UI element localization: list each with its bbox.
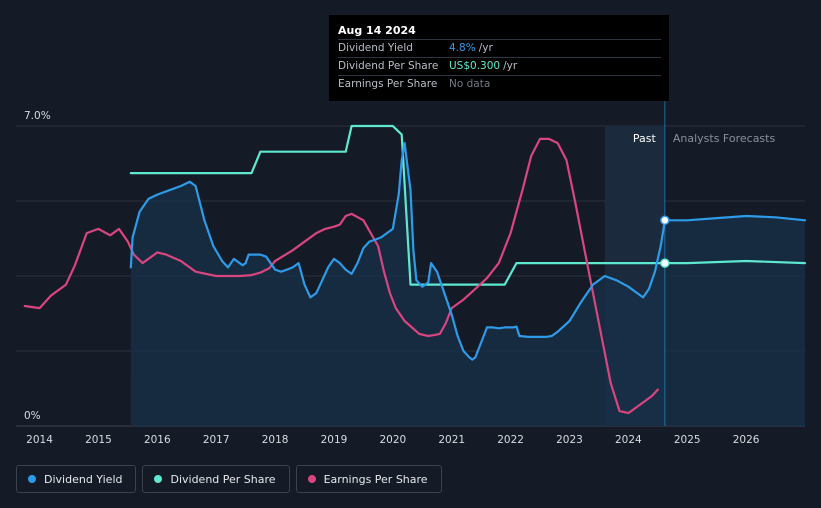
tooltip-value: US$0.300	[449, 60, 501, 72]
y-tick-label: 7.0%	[24, 110, 51, 122]
x-tick-label: 2021	[438, 434, 465, 446]
dividend-per-share-marker	[660, 258, 670, 268]
x-tick-label: 2023	[556, 434, 583, 446]
legend-item-dividend-per-share[interactable]: Dividend Per Share	[142, 465, 290, 493]
tooltip-row-dividend-yield: Dividend Yield 4.8% /yr	[338, 39, 661, 57]
tooltip-row-dividend-per-share: Dividend Per Share US$0.300 /yr	[338, 57, 661, 75]
dividend-yield-area	[130, 143, 806, 426]
legend-item-earnings-per-share[interactable]: Earnings Per Share	[295, 465, 442, 493]
dividend-per-share-line	[129, 124, 807, 286]
legend-label: Dividend Yield	[44, 472, 123, 486]
dividend-yield-line	[129, 142, 807, 361]
dividend-yield-dot-icon	[28, 475, 36, 483]
x-tick-label: 2022	[497, 434, 524, 446]
legend-label: Dividend Per Share	[170, 472, 276, 486]
tooltip-value: No data	[449, 78, 491, 90]
x-tick-label: 2024	[615, 434, 642, 446]
x-tick-label: 2014	[26, 434, 53, 446]
x-tick-label: 2017	[203, 434, 230, 446]
highlight-markers	[660, 215, 670, 268]
x-tick-label: 2019	[321, 434, 348, 446]
x-tick-label: 2018	[262, 434, 289, 446]
tooltip-label: Earnings Per Share	[338, 78, 438, 90]
tooltip-unit: /yr	[503, 60, 518, 72]
tooltip-label: Dividend Yield	[338, 42, 413, 54]
x-tick-label: 2025	[674, 434, 701, 446]
analysts-forecasts-label: Analysts Forecasts	[673, 132, 776, 145]
x-tick-label: 2020	[379, 434, 406, 446]
tooltip-row-earnings-per-share: Earnings Per Share No data	[338, 75, 661, 93]
legend: Dividend Yield Dividend Per Share Earnin…	[16, 465, 442, 493]
series-lines	[23, 124, 807, 415]
x-tick-label: 2015	[85, 434, 112, 446]
x-tick-label: 2026	[733, 434, 760, 446]
x-tick-label: 2016	[144, 434, 171, 446]
x-axis-labels: 2014 2015 2016 2017 2018 2019 2020 2021 2022 2023…	[26, 434, 760, 446]
earnings-per-share-dot-icon	[307, 475, 316, 483]
legend-label: Earnings Per Share	[323, 472, 428, 486]
past-label: Past	[633, 132, 657, 145]
earnings-per-share-line	[23, 137, 659, 415]
legend-item-dividend-yield[interactable]: Dividend Yield	[16, 465, 137, 493]
tooltip-label: Dividend Per Share	[338, 60, 439, 72]
tooltip: Aug 14 2024 Dividend Yield 4.8% /yr Divi…	[329, 15, 669, 101]
tooltip-unit: /yr	[478, 42, 493, 54]
dividend-per-share-dot-icon	[154, 475, 163, 483]
tooltip-value: 4.8%	[449, 42, 476, 54]
dividend-yield-marker	[660, 215, 670, 226]
tooltip-date: Aug 14 2024	[338, 24, 416, 37]
y-axis-labels: 7.0% 0%	[24, 110, 51, 422]
y-tick-label: 0%	[24, 410, 41, 422]
